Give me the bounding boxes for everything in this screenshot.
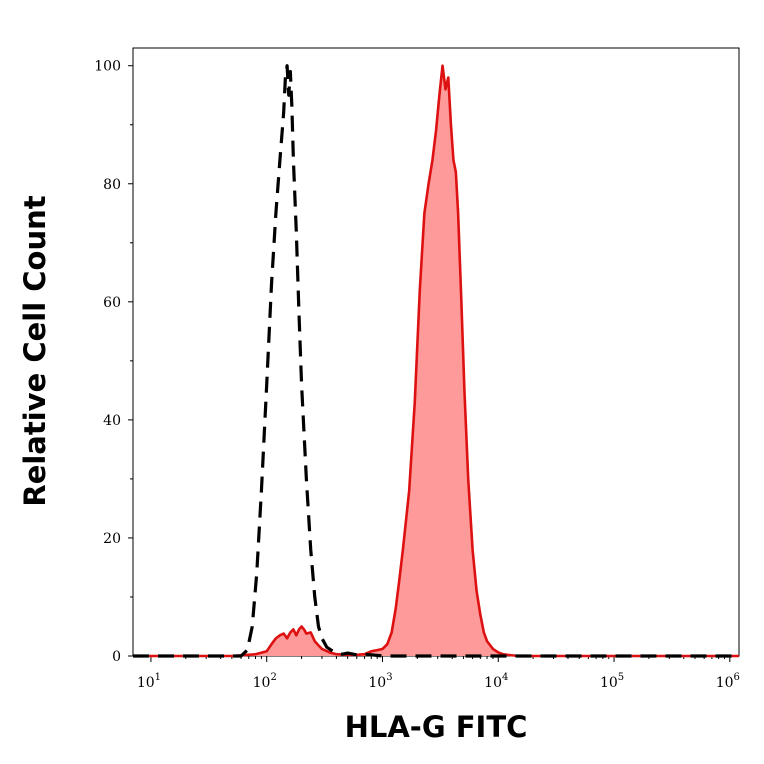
x-tick-label-100: 102 xyxy=(253,672,277,691)
x-tick-label-10: 101 xyxy=(137,672,161,691)
x-axis-label: HLA-G FITC xyxy=(345,710,528,744)
y-tick-label-80: 80 xyxy=(103,177,121,193)
series-layer xyxy=(133,64,739,658)
series-1-area xyxy=(133,65,739,656)
x-tick-label-1000000: 106 xyxy=(716,672,740,691)
series-1-line xyxy=(133,64,739,658)
x-tick-label-1000: 103 xyxy=(368,672,392,691)
y-tick-label-100: 100 xyxy=(94,59,121,75)
x-tick-label-10000: 104 xyxy=(484,672,508,691)
y-tick-label-20: 20 xyxy=(103,531,121,547)
y-axis-label: Relative Cell Count xyxy=(18,195,52,506)
y-tick-label-0: 0 xyxy=(112,649,121,665)
y-tick-label-40: 40 xyxy=(103,413,121,429)
x-tick-label-100000: 105 xyxy=(600,672,624,691)
ticks-layer: 0 20 40 60 80 100 101 102 103 104 105 106 xyxy=(94,59,740,691)
y-tick-label-60: 60 xyxy=(103,295,121,311)
series-0-line xyxy=(133,64,739,658)
